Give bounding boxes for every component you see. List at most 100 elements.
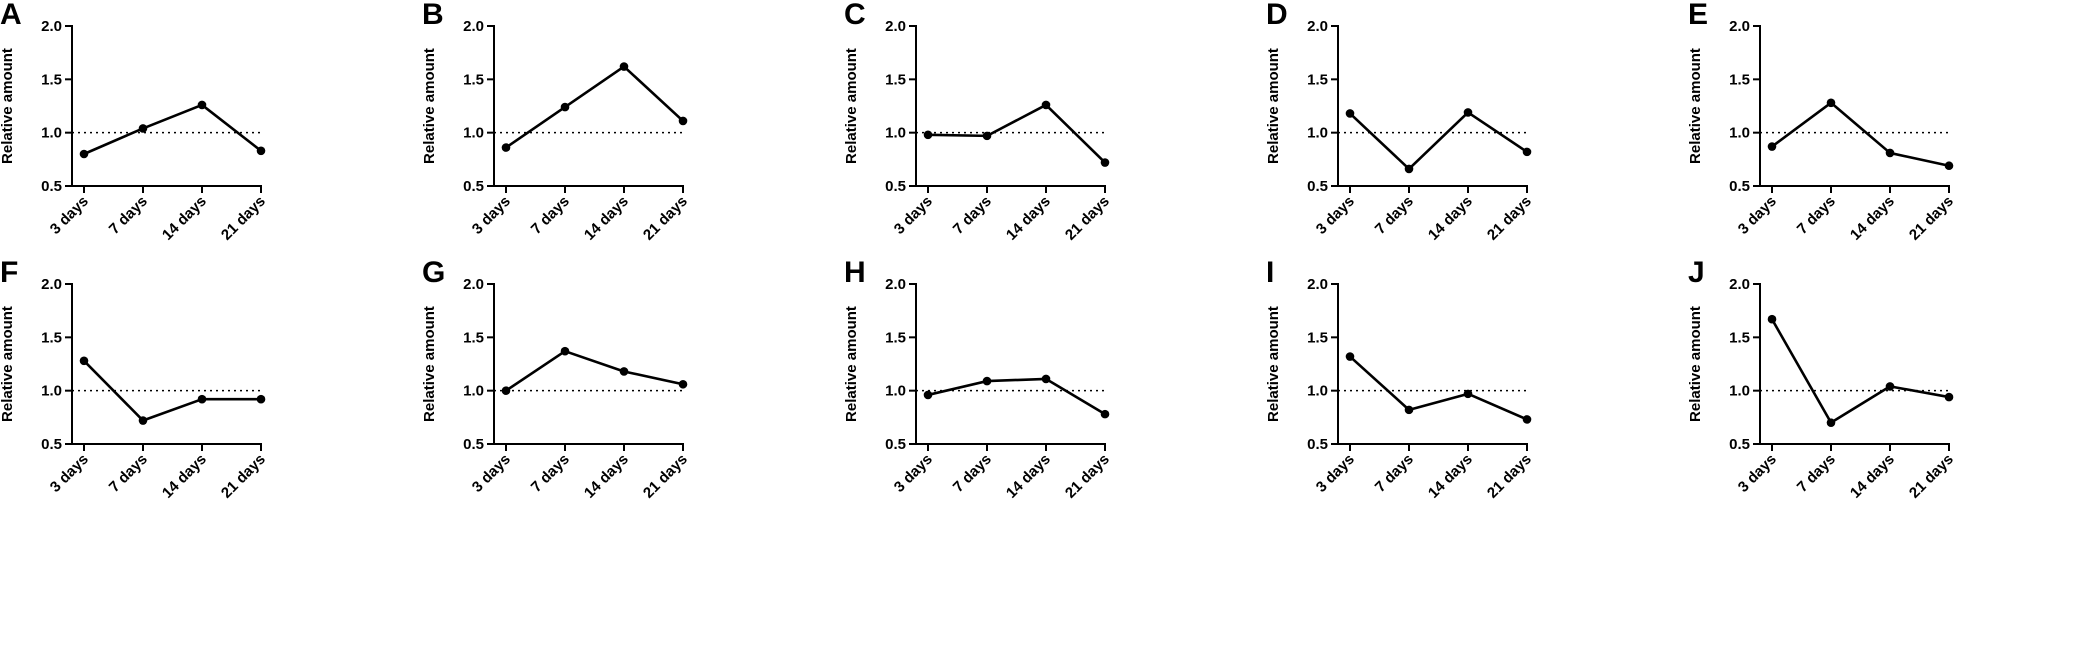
- panel-letter: B: [422, 0, 444, 31]
- x-tick-label: 7 days: [528, 193, 573, 238]
- y-tick-label: 1.0: [41, 125, 62, 142]
- y-tick-label: 1.5: [885, 329, 906, 346]
- data-point: [1404, 405, 1414, 415]
- x-tick-label: 3 days: [469, 193, 514, 238]
- x-tick-label: 3 days: [1313, 193, 1358, 238]
- x-tick-label: 7 days: [1372, 451, 1417, 496]
- panel-letter: H: [844, 256, 866, 289]
- series-line: [505, 349, 684, 392]
- y-tick-label: 2.0: [885, 276, 906, 293]
- x-tick-label: 14 days: [1847, 193, 1898, 244]
- y-tick-label: 1.5: [1307, 71, 1328, 88]
- data-point: [1885, 382, 1895, 391]
- x-tick-label: 14 days: [1003, 193, 1054, 244]
- y-tick-label: 0.5: [463, 178, 484, 195]
- x-tick-label: 3 days: [891, 193, 936, 238]
- panel-letter: G: [422, 256, 445, 289]
- series-line: [1349, 355, 1528, 421]
- y-axis-title: Relative amount: [1265, 48, 1282, 164]
- data-point: [1522, 147, 1532, 157]
- y-tick-label: 2.0: [1307, 276, 1328, 293]
- y-axis-title: Relative amount: [1687, 306, 1704, 422]
- panel-letter: F: [0, 256, 18, 289]
- panel-b: B 0.5 1.0 1.5 2.0 Relative amount 3 days 7 days…: [421, 0, 691, 244]
- y-tick-label: 1.5: [885, 71, 906, 88]
- data-point: [501, 143, 511, 152]
- x-tick-label: 14 days: [1425, 451, 1476, 502]
- y-tick-label: 1.0: [1729, 383, 1750, 400]
- panel-letter: D: [1266, 0, 1288, 31]
- y-tick-label: 0.5: [41, 436, 62, 453]
- x-tick-label: 14 days: [1425, 193, 1476, 244]
- y-tick-label: 1.0: [885, 383, 906, 400]
- x-tick-label: 3 days: [891, 451, 936, 496]
- x-tick-label: 14 days: [159, 193, 210, 244]
- series-line: [927, 103, 1106, 164]
- y-tick-label: 1.5: [41, 329, 62, 346]
- y-tick-label: 0.5: [1307, 436, 1328, 453]
- y-tick-label: 1.0: [885, 125, 906, 142]
- x-tick-label: 7 days: [950, 193, 995, 238]
- series-line: [927, 377, 1106, 416]
- data-point: [619, 62, 629, 71]
- y-tick-label: 2.0: [1307, 18, 1328, 35]
- data-point: [138, 416, 148, 425]
- series-line: [1771, 101, 1950, 168]
- y-tick-label: 2.0: [1729, 18, 1750, 35]
- data-point: [923, 390, 933, 400]
- panel-letter: J: [1688, 256, 1705, 289]
- y-tick-label: 0.5: [41, 178, 62, 195]
- y-axis-title: Relative amount: [1265, 306, 1282, 422]
- panel-letter: C: [844, 0, 866, 31]
- y-tick-label: 2.0: [463, 18, 484, 35]
- panel-j: J 0.5 1.0 1.5 2.0 Relative amount 3 days 7 days…: [1687, 256, 1957, 502]
- data-point: [1041, 374, 1051, 384]
- panel-letter: I: [1266, 256, 1274, 289]
- series-line: [505, 65, 684, 149]
- data-point: [79, 149, 89, 159]
- data-point: [1345, 109, 1355, 118]
- x-tick-label: 14 days: [1003, 451, 1054, 502]
- x-tick-label: 7 days: [1794, 451, 1839, 496]
- x-tick-label: 3 days: [1313, 451, 1358, 496]
- data-point: [1100, 409, 1110, 419]
- y-tick-label: 0.5: [1729, 178, 1750, 195]
- y-axis-title: Relative amount: [0, 306, 16, 422]
- data-point: [1345, 352, 1355, 361]
- y-axis-title: Relative amount: [0, 48, 16, 164]
- y-tick-label: 0.5: [885, 436, 906, 453]
- x-tick-label: 21 days: [1484, 451, 1535, 502]
- panel-i: I 0.5 1.0 1.5 2.0 Relative amount 3 days 7 days…: [1265, 256, 1535, 502]
- data-point: [197, 100, 207, 110]
- x-tick-label: 21 days: [1906, 193, 1957, 244]
- y-tick-label: 1.0: [1307, 125, 1328, 142]
- x-tick-label: 21 days: [1906, 451, 1957, 502]
- data-point: [1463, 108, 1473, 117]
- data-point: [678, 116, 688, 126]
- panel-e: E 0.5 1.0 1.5 2.0 Relative amount 3 days 7 days…: [1687, 0, 1957, 244]
- y-axis-title: Relative amount: [843, 306, 860, 422]
- x-tick-label: 21 days: [1062, 193, 1113, 244]
- panel-letter: A: [0, 0, 22, 31]
- data-point: [1826, 418, 1836, 427]
- data-point: [197, 394, 207, 404]
- x-tick-label: 21 days: [640, 451, 691, 502]
- panel-d: D 0.5 1.0 1.5 2.0 Relative amount 3 days 7 days…: [1265, 0, 1535, 244]
- x-tick-label: 3 days: [1735, 451, 1780, 496]
- series-line: [1770, 318, 1950, 424]
- y-tick-label: 0.5: [463, 436, 484, 453]
- x-tick-label: 7 days: [106, 193, 151, 238]
- data-point: [256, 146, 266, 156]
- x-tick-label: 14 days: [581, 451, 632, 502]
- data-point: [1944, 392, 1954, 402]
- x-tick-label: 3 days: [47, 451, 92, 496]
- x-tick-label: 21 days: [640, 193, 691, 244]
- y-tick-label: 1.0: [463, 383, 484, 400]
- panel-f: F 0.5 1.0 1.5 2.0 Relative amount 3 days 7 days…: [0, 256, 269, 502]
- x-tick-label: 14 days: [159, 451, 210, 502]
- data-point: [79, 356, 89, 366]
- y-tick-label: 2.0: [41, 276, 62, 293]
- x-tick-label: 3 days: [469, 451, 514, 496]
- y-tick-label: 1.5: [1729, 329, 1750, 346]
